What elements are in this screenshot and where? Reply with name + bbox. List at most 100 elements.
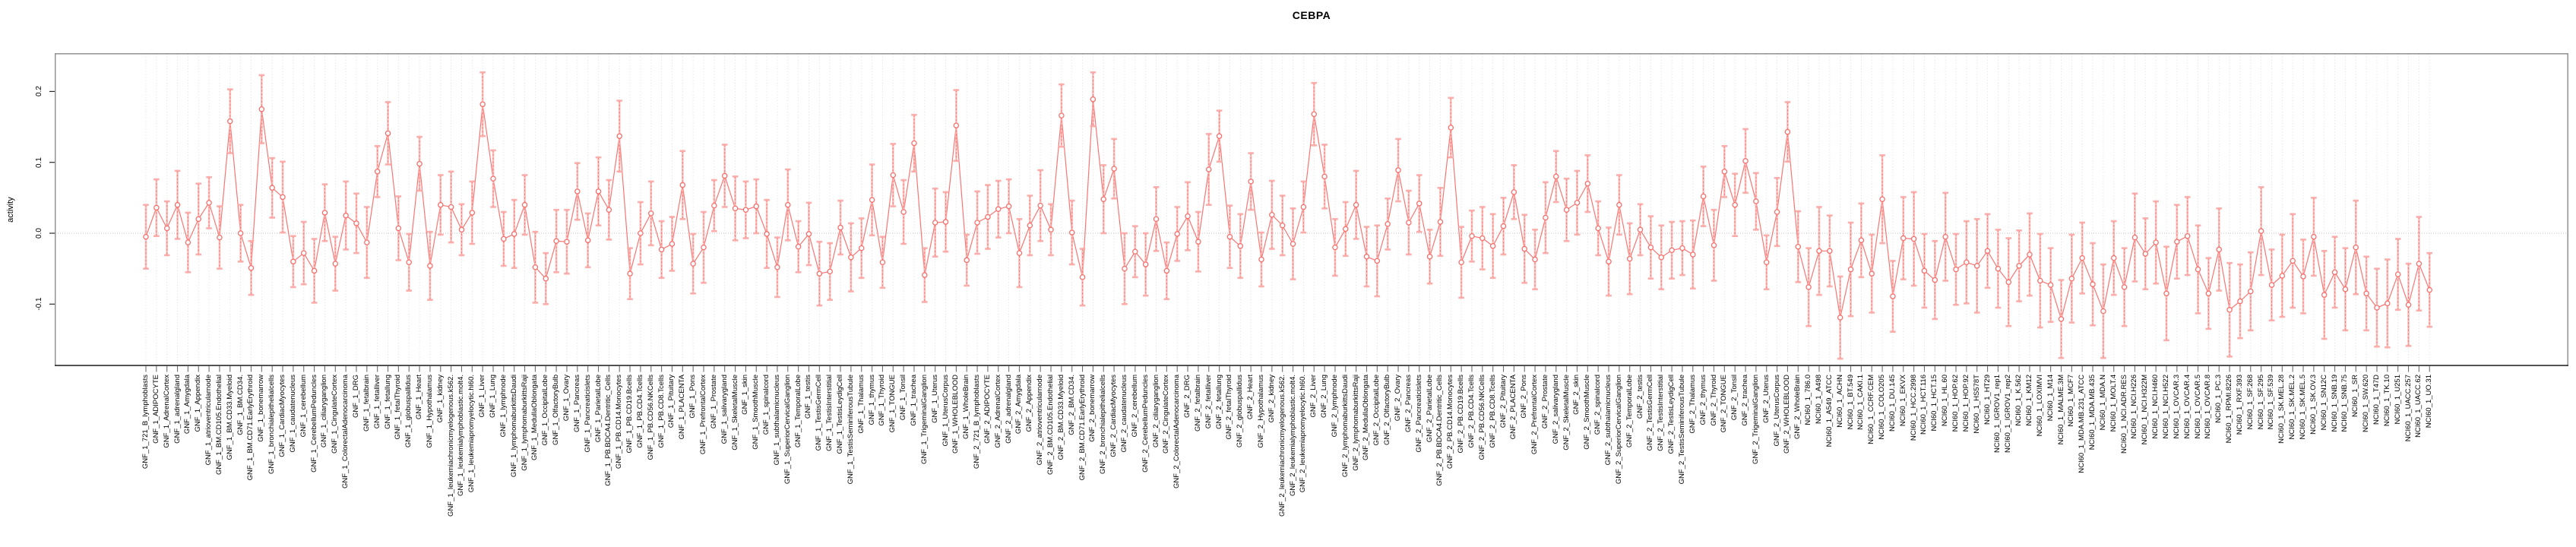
data-point [1332, 244, 1338, 251]
data-point [616, 133, 622, 139]
x-tick-label: GNF_1_leukemiachronicmyelogenous.k562. [446, 374, 455, 517]
x-tick-label: NCI60_1_CCRF.CEM [1867, 374, 1876, 444]
x-tick-label: GNF_2_WholeBrain [1793, 374, 1802, 439]
data-point [1132, 248, 1138, 255]
x-tick-label: GNF_2_leukemiachronicmyelogenous.k562. [1277, 374, 1286, 517]
data-point [1774, 209, 1780, 215]
y-tick-label: 0.1 [35, 157, 43, 168]
x-tick-label: GNF_2_TrigeminalGanglion [1751, 374, 1760, 464]
x-tick-label: GNF_2_skin [1572, 374, 1581, 415]
data-point [837, 224, 843, 231]
x-tick-label: GNF_1_721_B_lymphoblasts [141, 374, 150, 469]
data-point [2216, 246, 2223, 253]
chart-panel [49, 53, 2568, 372]
x-tick-label: NCI60_1_SF.295 [2256, 374, 2265, 429]
x-tick-label: NCI60_1_SF.539 [2267, 374, 2276, 429]
x-tick-label: GNF_2_ciliaryganglion [1151, 374, 1160, 447]
data-point [217, 234, 223, 241]
x-tick-label: GNF_1_OlfactoryBulb [552, 374, 561, 445]
x-tick-label: GNF_1_bronchialepithelialcells [267, 374, 277, 474]
data-point [1111, 166, 1117, 172]
data-point [1763, 259, 1770, 266]
data-point [1532, 256, 1538, 263]
x-tick-label: GNF_2_leukemiapromyelocytic.hl60. [1299, 374, 1308, 492]
x-tick-label: NCI60_1_LOXIMVI [2035, 374, 2044, 436]
x-tick-label: GNF_1_CerebellumPeduncles [309, 374, 318, 473]
data-point [1269, 211, 1275, 218]
data-point [2353, 244, 2359, 251]
x-tick-label: GNF_2_spinalcord [1593, 374, 1603, 435]
x-tick-label: NCI60_1_MCF7 [2067, 374, 2076, 427]
x-tick-label: GNF_2_BM.CD33.Myeloid [1056, 374, 1065, 460]
data-point [1521, 245, 1527, 252]
data-point [364, 239, 370, 245]
x-tick-label: GNF_1_PB.CD14.Monocytes [615, 374, 624, 469]
data-point [785, 201, 791, 208]
x-tick-label: NCI60_1_MOLT.4 [2109, 374, 2118, 432]
x-tick-label: GNF_1_Appendix [194, 374, 203, 432]
data-point [795, 243, 802, 250]
x-tick-label: GNF_2_Heart [1246, 374, 1255, 419]
x-tick-label: NCI60_1_MALME.3M [2056, 374, 2065, 444]
data-point [1647, 244, 1654, 251]
x-tick-label: NCI60_1_ACHN [1835, 374, 1844, 428]
x-tick-label: NCI60_1_IGROV1_rep1 [1993, 374, 2002, 453]
data-point [2174, 239, 2180, 245]
x-tick-label: NCI60_1_SK.MEL.5 [2299, 374, 2308, 440]
x-tick-label: GNF_1_ciliaryganglion [320, 374, 329, 447]
data-point [406, 259, 412, 266]
data-point [2142, 251, 2149, 257]
x-tick-label: GNF_2_fetalliver [1204, 374, 1213, 428]
x-tick-label: GNF_1_Liver [478, 374, 487, 418]
data-point [353, 220, 359, 226]
x-tick-label: NCI60_1_PC.3 [2214, 374, 2223, 423]
x-tick-label: GNF_1_SuperiorCervicalGanglion [783, 374, 792, 484]
data-point [1595, 225, 1601, 232]
x-tick-label: NCI60_1_SK.OV.3 [2309, 374, 2318, 435]
data-point [1195, 239, 1201, 245]
data-point [1153, 216, 1160, 223]
x-tick-label: NCI60_1_UACC.257 [2404, 374, 2413, 441]
data-point [1416, 201, 1422, 207]
data-point [1426, 254, 1433, 260]
data-point [1489, 243, 1496, 249]
x-tick-label: GNF_1_BM.CD71.EarlyErythroid [246, 374, 255, 480]
x-tick-label: GNF_2_OlfactoryBulb [1383, 374, 1392, 445]
x-tick-label: GNF_2_PB.CD8.Tcells [1488, 374, 1497, 448]
x-tick-label: GNF_1_Thyroid [878, 374, 887, 426]
x-tick-label: GNF_2_CerebellumPeduncles [1141, 374, 1150, 473]
x-tick-label: GNF_1_TemporalLobe [793, 374, 802, 447]
x-tick-label: GNF_2_caudatenucleus [1119, 374, 1128, 452]
data-point [2416, 261, 2423, 267]
data-point [2153, 239, 2159, 245]
x-tick-label: NCI60_1_SNB.19 [2330, 374, 2339, 432]
data-point [2100, 308, 2106, 315]
data-point [606, 207, 612, 213]
data-point [858, 245, 865, 251]
x-tick-label: NCI60_1_COLO205 [1878, 374, 1887, 440]
data-point [501, 236, 507, 242]
x-tick-label: GNF_1_ADIPOCYTE [151, 374, 160, 444]
x-tick-label: NCI60_1_786.0 [1804, 374, 1813, 425]
x-tick-label: NCI60_1_RPMI.8226 [2225, 374, 2234, 443]
data-point [701, 244, 707, 251]
x-tick-label: NCI60_1_DU.145 [1888, 374, 1897, 432]
x-tick-label: GNF_1_fetallung [383, 374, 392, 429]
data-point [237, 230, 244, 236]
x-tick-label: GNF_2_SmoothMuscle [1583, 374, 1592, 450]
x-tick-label: GNF_2_kidney [1267, 374, 1276, 422]
x-tick-label: GNF_2_DRG [1183, 374, 1192, 418]
data-point [2195, 266, 2201, 273]
x-tick-label: GNF_2_Tonsil [1730, 374, 1739, 420]
x-tick-label: GNF_1_OccipitalLobe [541, 374, 550, 445]
data-point [911, 140, 917, 147]
x-tick-label: GNF_1_spinalcord [762, 374, 771, 435]
y-axis-title: activity [6, 197, 15, 223]
data-point [311, 267, 318, 274]
x-tick-label: GNF_1_SmoothMuscle [752, 374, 761, 450]
data-point [1437, 219, 1444, 225]
data-point [1311, 111, 1317, 118]
x-tick-label: GNF_1_lymphnode [498, 374, 508, 437]
data-point [1163, 267, 1170, 274]
x-tick-label: NCI60_1_HL.60 [1941, 374, 1950, 426]
